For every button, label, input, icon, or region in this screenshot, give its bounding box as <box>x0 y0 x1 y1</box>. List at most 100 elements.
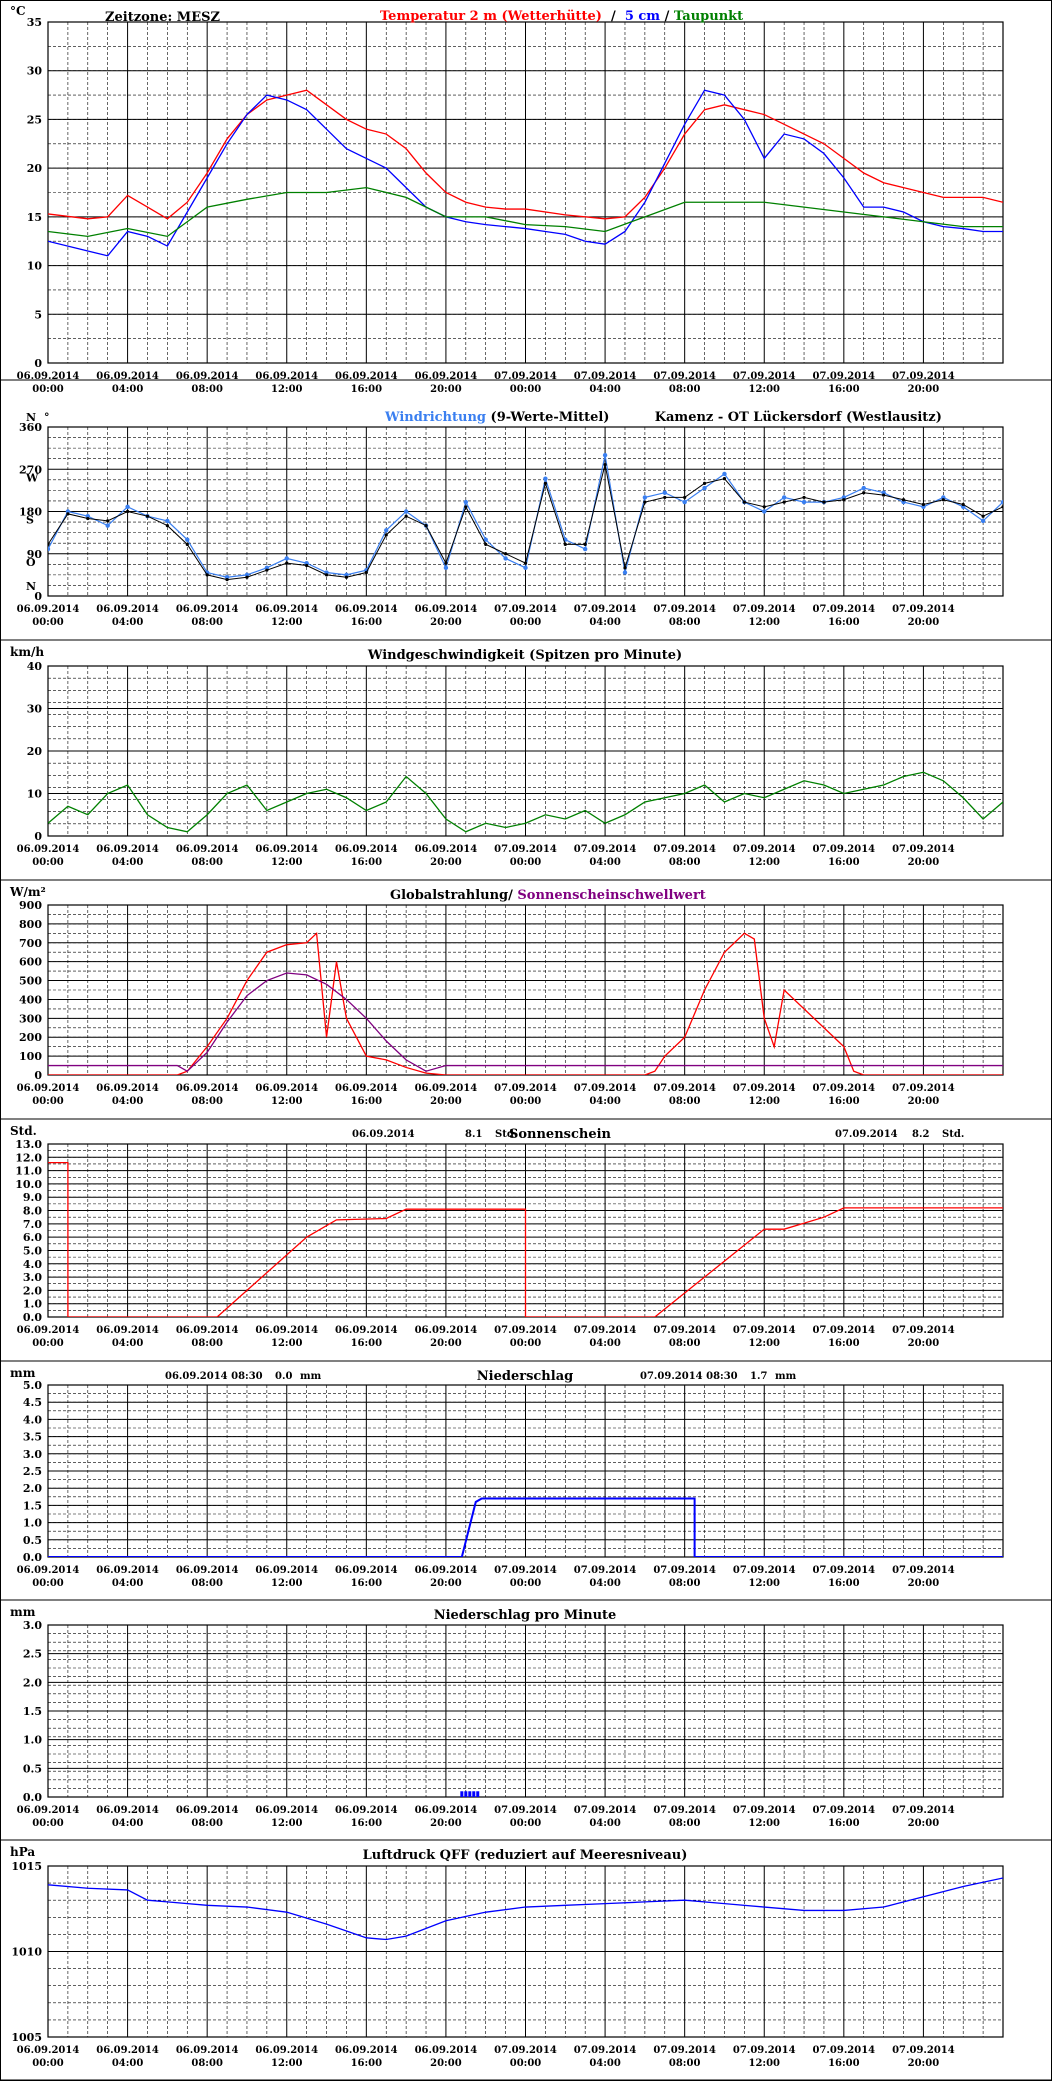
x-tick-time: 20:00 <box>908 1818 940 1829</box>
y-tick-label: 3.0 <box>23 1619 42 1632</box>
chart-title: Sonnenschein <box>509 1127 612 1142</box>
series-line-windgeschwindigkeit <box>48 771 1003 833</box>
x-tick-time: 00:00 <box>510 384 542 395</box>
y-tick-label: 3.0 <box>23 1448 42 1461</box>
plot-frame <box>47 1384 1004 1558</box>
y-tick-label: 7.0 <box>23 1218 42 1231</box>
y-tick-label: 20 <box>27 745 43 758</box>
x-tick-date: 07.09.2014 <box>574 2045 637 2056</box>
x-tick-date: 07.09.2014 <box>574 1565 637 1576</box>
series-group <box>48 452 1003 582</box>
y-tick-label: 500 <box>19 975 42 988</box>
x-tick-date: 07.09.2014 <box>494 1325 557 1336</box>
y-tick-label: 700 <box>19 937 42 950</box>
chart-title: Niederschlag <box>477 1369 573 1384</box>
x-tick-time: 08:00 <box>669 1096 701 1107</box>
x-tick-time: 04:00 <box>112 1818 144 1829</box>
series-line-luftdruck-qff <box>48 1877 1003 1941</box>
x-tick-time: 04:00 <box>112 1338 144 1349</box>
x-tick-time: 12:00 <box>271 1818 303 1829</box>
y-tick-label: 1.0 <box>23 1734 42 1747</box>
precip-minute-bar <box>468 1791 472 1797</box>
x-tick-date: 06.09.2014 <box>255 1805 318 1816</box>
y-tick-label: 0 <box>34 590 42 603</box>
x-tick-time: 12:00 <box>271 1578 303 1589</box>
x-tick-date: 06.09.2014 <box>415 1805 478 1816</box>
panel-precipitation: 0.00.51.01.52.02.53.03.54.04.55.0mm Niede… <box>10 1366 1004 1589</box>
x-tick-time: 16:00 <box>351 1096 383 1107</box>
x-tick-time: 20:00 <box>908 857 940 868</box>
y-axis-unit: mm <box>10 1605 36 1619</box>
y-tick-label: 30 <box>27 65 43 78</box>
title-part: (9-Werte-Mittel) <box>486 410 609 425</box>
chart-title: Windrichtung (9-Werte-Mittel) Kamenz - O… <box>384 410 942 425</box>
x-tick-time: 00:00 <box>32 1096 64 1107</box>
x-tick-time: 12:00 <box>271 857 303 868</box>
x-tick-time: 20:00 <box>430 857 462 868</box>
x-tick-time: 16:00 <box>828 1578 860 1589</box>
x-tick-date: 06.09.2014 <box>176 1325 239 1336</box>
x-tick-time: 04:00 <box>589 617 621 628</box>
x-tick-time: 00:00 <box>510 2058 542 2069</box>
x-tick-date: 06.09.2014 <box>335 1325 398 1336</box>
y-tick-label: 270 <box>19 463 42 476</box>
y-tick-label: 2.0 <box>23 1482 42 1495</box>
x-tick-time: 08:00 <box>669 2058 701 2069</box>
x-tick-time: 20:00 <box>430 1338 462 1349</box>
summary-value: 8.2 <box>912 1129 929 1140</box>
y-tick-label: 30 <box>27 703 43 716</box>
title-part: Temperatur 2 m (Wetterhütte) <box>380 9 602 24</box>
x-tick-date: 07.09.2014 <box>494 1805 557 1816</box>
title-part: / <box>602 9 625 24</box>
x-tick-time: 20:00 <box>430 2058 462 2069</box>
x-tick-date: 07.09.2014 <box>653 844 716 855</box>
x-tick-time: 12:00 <box>748 617 780 628</box>
x-tick-time: 12:00 <box>271 2058 303 2069</box>
x-tick-date: 06.09.2014 <box>17 1805 80 1816</box>
x-tick-time: 00:00 <box>32 857 64 868</box>
x-tick-date: 07.09.2014 <box>494 1565 557 1576</box>
chart-title: Temperatur 2 m (Wetterhütte) / 5 cm / Ta… <box>380 9 743 24</box>
title-part: Kamenz - OT Lückersdorf (Westlausitz) <box>609 410 941 425</box>
chart-title: Niederschlag pro Minute <box>434 1608 617 1623</box>
x-tick-date: 07.09.2014 <box>892 1805 955 1816</box>
summary-unit: mm <box>775 1371 797 1382</box>
title-part: Taupunkt <box>674 9 743 24</box>
x-tick-date: 06.09.2014 <box>96 844 159 855</box>
summary-unit: mm <box>300 1371 322 1382</box>
x-tick-date: 06.09.2014 <box>415 2045 478 2056</box>
x-tick-time: 04:00 <box>112 617 144 628</box>
y-tick-label: 8.0 <box>23 1205 42 1218</box>
x-tick-time: 12:00 <box>748 857 780 868</box>
y-tick-label: 1010 <box>11 1946 42 1959</box>
wind-direction-line <box>48 455 1003 578</box>
x-tick-date: 06.09.2014 <box>255 604 318 615</box>
y-axis-unit: °C <box>10 4 26 18</box>
x-tick-date: 06.09.2014 <box>96 1325 159 1336</box>
series-group <box>48 931 1003 1075</box>
x-tick-date: 06.09.2014 <box>176 844 239 855</box>
x-tick-date: 07.09.2014 <box>892 371 955 382</box>
x-tick-time: 00:00 <box>32 384 64 395</box>
series-line-taupunkt <box>48 186 1003 238</box>
y-tick-label: 3.0 <box>23 1271 42 1284</box>
y-tick-label: 1.5 <box>23 1705 42 1718</box>
x-tick-date: 07.09.2014 <box>733 844 796 855</box>
x-tick-time: 20:00 <box>908 1338 940 1349</box>
panel-temperature: 0 5 10 15 20 25 30 35°C Temperatur 2 m (Wetterhü… <box>10 4 1004 395</box>
x-tick-date: 06.09.2014 <box>176 604 239 615</box>
plot-frame <box>47 1865 1004 2038</box>
summary-value: 8.1 <box>465 1129 482 1140</box>
x-tick-time: 08:00 <box>669 1818 701 1829</box>
x-tick-date: 07.09.2014 <box>574 371 637 382</box>
x-tick-date: 06.09.2014 <box>415 1565 478 1576</box>
x-tick-date: 06.09.2014 <box>415 371 478 382</box>
y-tick-label: 6.0 <box>23 1231 42 1244</box>
y-tick-label: 1.0 <box>23 1517 42 1530</box>
x-tick-time: 20:00 <box>908 617 940 628</box>
compass-label: N <box>26 580 36 593</box>
